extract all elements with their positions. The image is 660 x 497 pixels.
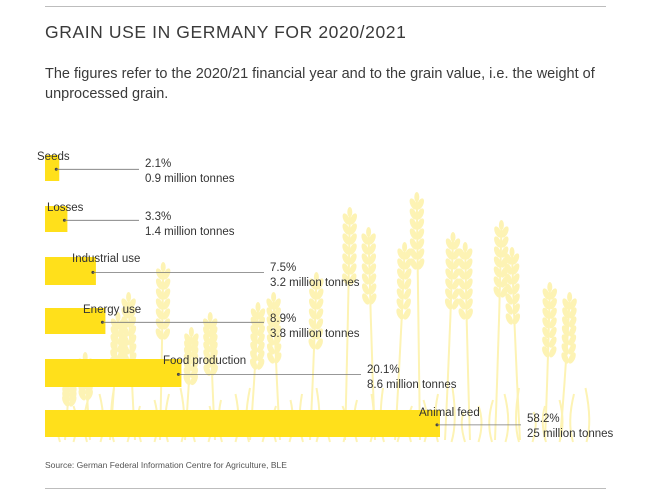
grass-stroke xyxy=(503,393,510,443)
value-label: 7.5% xyxy=(270,262,296,274)
grass-stroke xyxy=(531,411,537,443)
wheat-ear xyxy=(202,312,218,441)
bottom-rule xyxy=(45,488,606,489)
wheat-ear xyxy=(394,242,412,441)
tonnes-label: 3.8 million tonnes xyxy=(270,328,360,340)
wheat-ear xyxy=(444,232,461,441)
labels-layer: Seeds 2.1% 0.9 million tonnes Losses 3.3% 1.4… xyxy=(37,151,614,440)
bar-industrial-use xyxy=(45,257,96,285)
source-note: Source: German Federal Information Centr… xyxy=(45,460,287,470)
bar-energy-use xyxy=(45,308,106,334)
category-label: Energy use xyxy=(83,304,141,316)
value-label: 20.1% xyxy=(367,364,400,376)
bars-layer xyxy=(45,155,440,437)
category-label: Losses xyxy=(47,202,84,214)
category-label: Seeds xyxy=(37,151,70,163)
value-label: 3.3% xyxy=(145,211,171,223)
grass-stroke xyxy=(558,399,564,443)
tonnes-label: 3.2 million tonnes xyxy=(270,277,360,289)
bar-food-production xyxy=(45,359,182,387)
bar-animal-feed xyxy=(45,410,440,437)
wheat-ear xyxy=(249,302,266,441)
wheat-ear xyxy=(457,242,473,441)
value-label: 8.9% xyxy=(270,313,296,325)
top-rule xyxy=(45,6,606,7)
bar-losses xyxy=(45,206,68,232)
grass-stroke xyxy=(515,387,520,443)
page-subtitle: The figures refer to the 2020/21 financi… xyxy=(45,66,595,102)
grass-stroke xyxy=(450,387,456,443)
wheat-ear xyxy=(559,292,577,441)
value-label: 2.1% xyxy=(145,158,171,170)
tonnes-label: 8.6 million tonnes xyxy=(367,379,457,391)
grass-stroke xyxy=(569,393,575,443)
page-title: GRAIN USE IN GERMANY FOR 2020/2021 xyxy=(45,22,407,42)
tonnes-label: 1.4 million tonnes xyxy=(145,226,235,238)
category-label: Animal feed xyxy=(419,407,480,419)
bar-seeds xyxy=(45,155,60,181)
tonnes-label: 25 million tonnes xyxy=(527,428,614,440)
tonnes-label: 0.9 million tonnes xyxy=(145,173,235,185)
grass-stroke xyxy=(541,405,547,443)
wheat-ear xyxy=(361,227,377,441)
grass-stroke xyxy=(488,399,494,443)
wheat-background xyxy=(55,192,591,443)
category-label: Food production xyxy=(163,355,246,367)
value-label: 58.2% xyxy=(527,413,560,425)
category-label: Industrial use xyxy=(72,253,140,265)
grass-stroke xyxy=(477,405,483,443)
grass-stroke xyxy=(584,387,591,443)
wheat-ear xyxy=(504,247,521,441)
wheat-ear xyxy=(409,192,425,441)
wheat-ear xyxy=(542,282,558,441)
